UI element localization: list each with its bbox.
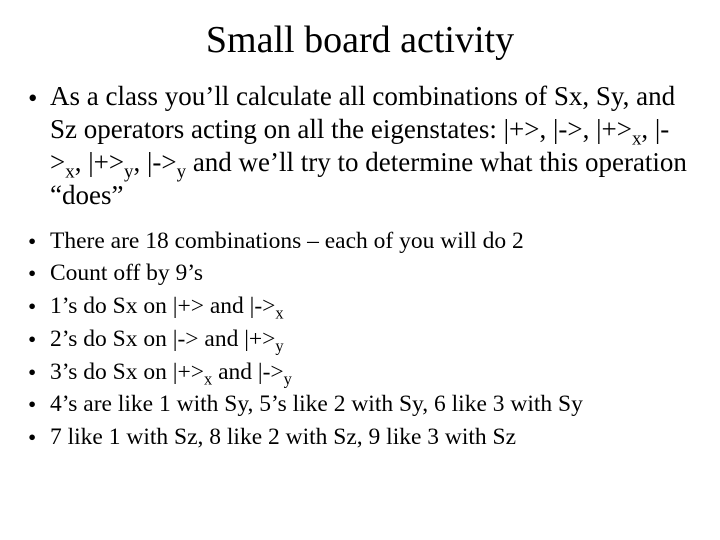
- main-list: • As a class you’ll calculate all combin…: [28, 80, 692, 212]
- bullet-icon: •: [28, 389, 50, 422]
- slide: Small board activity • As a class you’ll…: [0, 0, 720, 540]
- list-item: • 3’s do Sx on |+>x and |->y: [28, 357, 692, 390]
- sub-list: • There are 18 combinations – each of yo…: [28, 226, 692, 455]
- sub-item-text: 2’s do Sx on |-> and |+>y: [50, 324, 692, 356]
- bullet-icon: •: [28, 291, 50, 324]
- sub-item-text: 3’s do Sx on |+>x and |->y: [50, 357, 692, 389]
- slide-title: Small board activity: [28, 18, 692, 62]
- list-item: • Count off by 9’s: [28, 258, 692, 291]
- bullet-icon: •: [28, 324, 50, 357]
- sub-item-text: Count off by 9’s: [50, 258, 692, 290]
- sub-item-text: 7 like 1 with Sz, 8 like 2 with Sz, 9 li…: [50, 422, 692, 454]
- sub-item-text: There are 18 combinations – each of you …: [50, 226, 692, 258]
- bullet-icon: •: [28, 258, 50, 291]
- bullet-icon: •: [28, 422, 50, 455]
- bullet-icon: •: [28, 226, 50, 259]
- sub-item-text: 1’s do Sx on |+> and |->x: [50, 291, 692, 323]
- list-item: • 1’s do Sx on |+> and |->x: [28, 291, 692, 324]
- list-item: • 2’s do Sx on |-> and |+>y: [28, 324, 692, 357]
- sub-item-text: 4’s are like 1 with Sy, 5’s like 2 with …: [50, 389, 692, 421]
- list-item: • 4’s are like 1 with Sy, 5’s like 2 wit…: [28, 389, 692, 422]
- list-item: • There are 18 combinations – each of yo…: [28, 226, 692, 259]
- list-item: • 7 like 1 with Sz, 8 like 2 with Sz, 9 …: [28, 422, 692, 455]
- main-item-text: As a class you’ll calculate all combinat…: [50, 80, 692, 212]
- bullet-icon: •: [28, 80, 50, 115]
- main-list-item: • As a class you’ll calculate all combin…: [28, 80, 692, 212]
- bullet-icon: •: [28, 357, 50, 390]
